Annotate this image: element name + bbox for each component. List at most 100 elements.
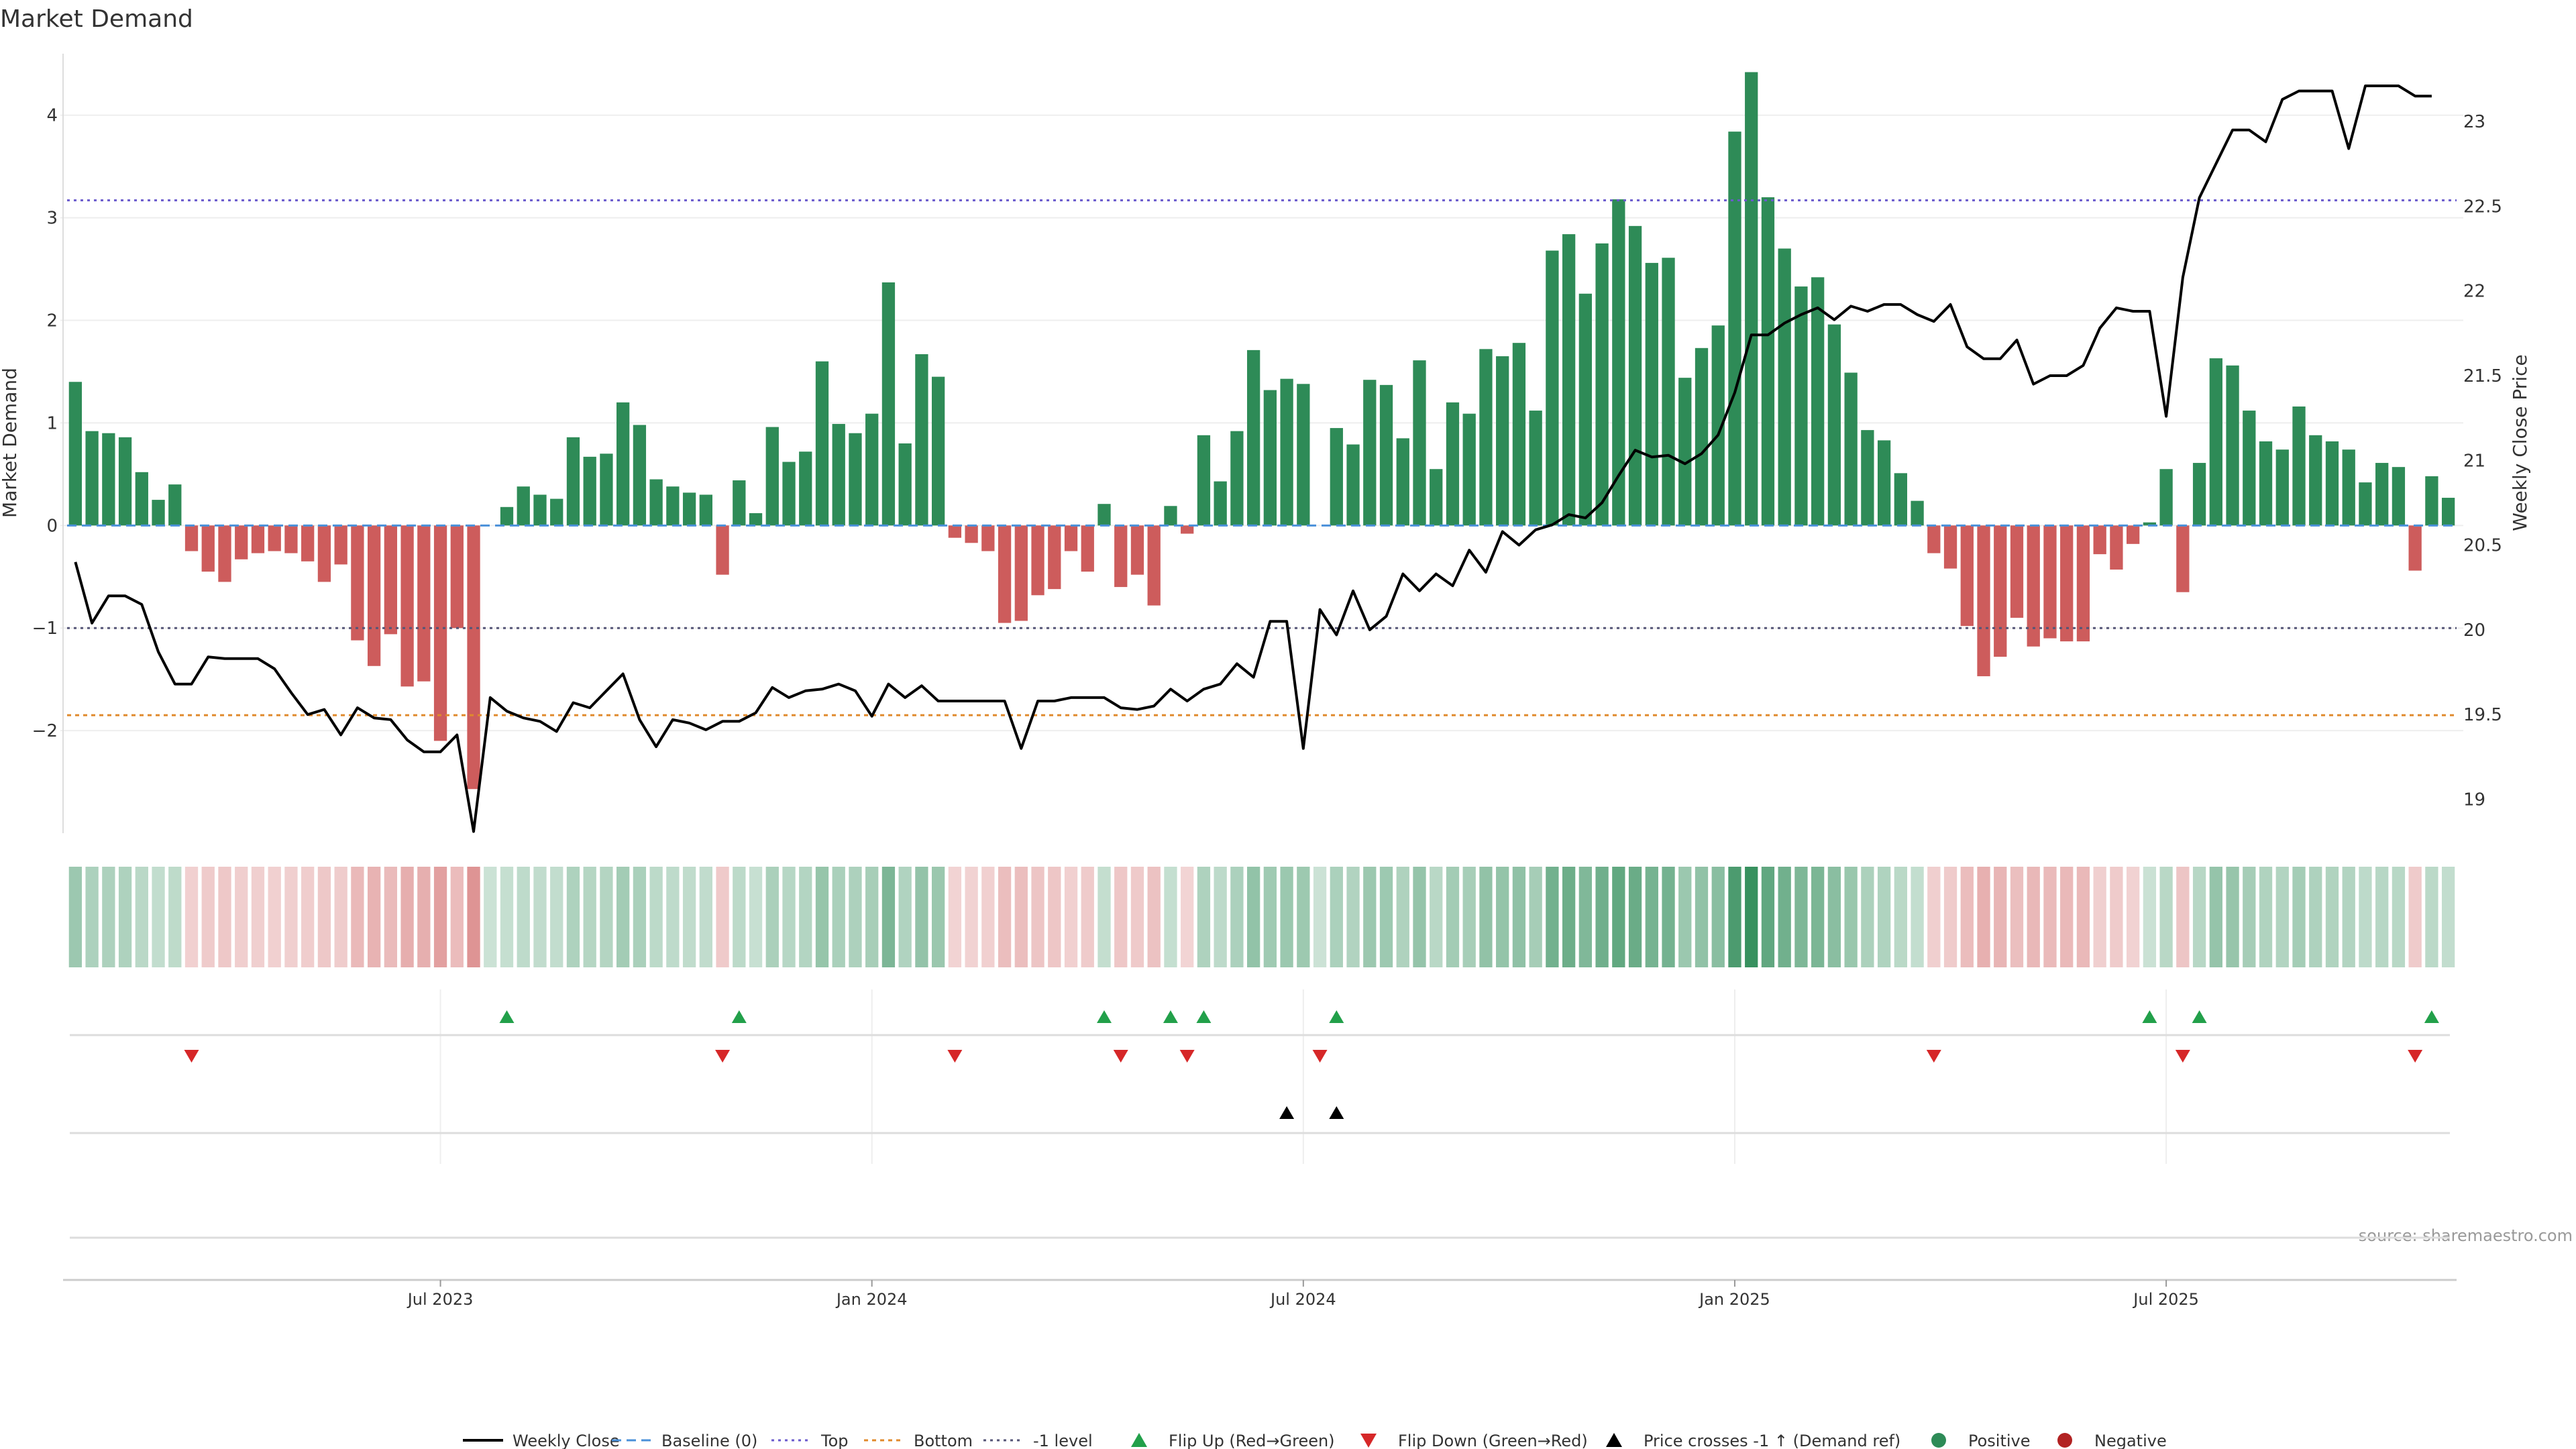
heat-cell bbox=[1628, 867, 1642, 967]
demand-bar bbox=[2275, 449, 2289, 526]
demand-bar bbox=[2192, 463, 2206, 526]
legend-label: Positive bbox=[1968, 1432, 2031, 1449]
demand-bar bbox=[998, 525, 1012, 623]
demand-bar bbox=[1263, 390, 1277, 526]
legend-label: Top bbox=[820, 1432, 849, 1449]
demand-bar bbox=[218, 525, 231, 582]
heat-cell bbox=[998, 867, 1012, 967]
heat-cell bbox=[284, 867, 298, 967]
heat-cell bbox=[1114, 867, 1128, 967]
demand-bar bbox=[1977, 525, 1990, 677]
heat-cell bbox=[1678, 867, 1692, 967]
heat-cell bbox=[1379, 867, 1393, 967]
heat-cell bbox=[2027, 867, 2040, 967]
demand-bar bbox=[184, 525, 199, 551]
legend-label: Bottom bbox=[914, 1432, 973, 1449]
heat-cell bbox=[550, 867, 564, 967]
heat-cell bbox=[2110, 867, 2123, 967]
demand-bar bbox=[1927, 525, 1941, 553]
flip-up-marker bbox=[1329, 1010, 1344, 1023]
demand-bar bbox=[201, 525, 215, 572]
heat-cell bbox=[1280, 867, 1293, 967]
demand-bar bbox=[1512, 343, 1526, 526]
demand-bar bbox=[566, 437, 580, 526]
heat-cell bbox=[1081, 867, 1094, 967]
legend-label: Negative bbox=[2094, 1432, 2167, 1449]
heat-cell bbox=[1943, 867, 1957, 967]
demand-bar bbox=[1230, 431, 1244, 526]
demand-bar bbox=[2093, 525, 2106, 555]
flip-up-marker bbox=[731, 1010, 747, 1023]
demand-bar bbox=[1711, 325, 1725, 526]
heat-cell bbox=[649, 867, 663, 967]
x-tick-label: Jan 2025 bbox=[1698, 1290, 1770, 1309]
heat-cell bbox=[1297, 867, 1310, 967]
demand-bar bbox=[682, 492, 696, 526]
demand-bar bbox=[2010, 525, 2024, 618]
demand-bar bbox=[1695, 347, 1709, 526]
heat-cell bbox=[782, 867, 796, 967]
y-tick-label: 4 bbox=[46, 106, 58, 126]
flip-up-marker bbox=[2142, 1010, 2157, 1023]
legend-label: Price crosses -1 ↑ (Demand ref) bbox=[1644, 1432, 1900, 1449]
heat-cell bbox=[1130, 867, 1144, 967]
y-tick-label: −2 bbox=[32, 721, 58, 741]
demand-bar bbox=[334, 525, 347, 565]
demand-heat-strip bbox=[68, 867, 2455, 967]
x-tick-label: Jul 2023 bbox=[407, 1290, 474, 1309]
heat-cell bbox=[1794, 867, 1808, 967]
heat-cell bbox=[268, 867, 281, 967]
demand-bar bbox=[2292, 406, 2306, 526]
heat-cell bbox=[1778, 867, 1791, 967]
heat-cell bbox=[367, 867, 381, 967]
heat-cell bbox=[1761, 867, 1775, 967]
demand-bar bbox=[168, 484, 182, 526]
heat-cell bbox=[1529, 867, 1542, 967]
heat-cell bbox=[765, 867, 779, 967]
y-tick-label: 0 bbox=[46, 516, 58, 536]
demand-bar bbox=[1811, 277, 1825, 526]
demand-bar bbox=[2408, 525, 2422, 571]
demand-bar bbox=[849, 433, 862, 526]
legend-label: Baseline (0) bbox=[661, 1432, 757, 1449]
heat-cell bbox=[699, 867, 712, 967]
demand-bar bbox=[1877, 440, 1891, 526]
demand-bar bbox=[1595, 243, 1609, 526]
legend-swatch bbox=[1606, 1433, 1622, 1447]
demand-bar bbox=[367, 525, 381, 666]
legend-item: Positive bbox=[1931, 1432, 2031, 1449]
demand-bar bbox=[2209, 358, 2222, 526]
heat-cell bbox=[733, 867, 746, 967]
demand-bar bbox=[981, 525, 995, 551]
heat-cell bbox=[1413, 867, 1426, 967]
price-cross-marker bbox=[1329, 1106, 1344, 1119]
heat-cell bbox=[2176, 867, 2190, 967]
demand-bar bbox=[102, 433, 115, 526]
heat-cell bbox=[201, 867, 215, 967]
heat-cell bbox=[85, 867, 99, 967]
heat-cell bbox=[1960, 867, 1974, 967]
heat-cell bbox=[168, 867, 182, 967]
flip-down-marker bbox=[2175, 1050, 2190, 1063]
heat-cell bbox=[2342, 867, 2355, 967]
demand-bar bbox=[1413, 360, 1426, 526]
demand-bar bbox=[1562, 234, 1576, 526]
heat-cell bbox=[1197, 867, 1211, 967]
demand-bar bbox=[898, 443, 912, 526]
heat-cell bbox=[1728, 867, 1741, 967]
demand-bar bbox=[68, 382, 83, 526]
y-tick-label: 2 bbox=[46, 311, 58, 331]
heat-cell bbox=[533, 867, 547, 967]
flip-down-marker bbox=[1113, 1050, 1128, 1063]
heat-cell bbox=[815, 867, 829, 967]
x-axis: Jul 2023 Jan 2024 Jul 2024 Jan 2025 Jul 2025 bbox=[63, 1279, 2457, 1309]
flip-down-marker bbox=[1312, 1050, 1328, 1063]
heat-cell bbox=[1097, 867, 1111, 967]
demand-bar bbox=[1346, 444, 1360, 526]
heat-cell bbox=[351, 867, 364, 967]
demand-bar bbox=[2143, 522, 2157, 526]
weekly-close-path bbox=[74, 85, 2432, 833]
demand-bar bbox=[1130, 525, 1144, 575]
heat-cell bbox=[1562, 867, 1576, 967]
heat-cell bbox=[2392, 867, 2406, 967]
